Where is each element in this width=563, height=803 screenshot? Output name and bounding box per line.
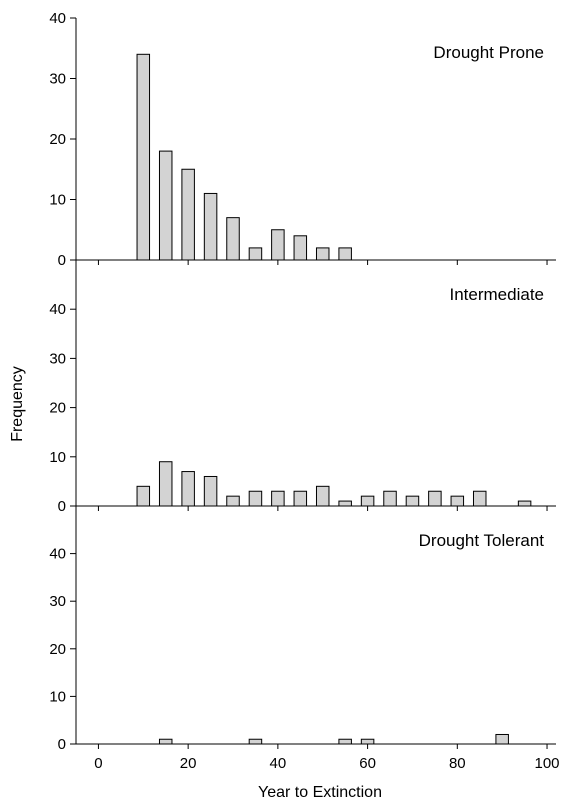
histogram-bar [248,738,263,745]
histogram-bar [158,461,173,507]
histogram-bar [338,738,352,745]
y-tick-label: 10 [49,192,66,209]
histogram-bar [338,500,352,507]
y-tick-label: 0 [58,498,66,515]
x-tick-label: 100 [535,755,560,772]
histogram-bar [472,490,487,507]
histogram-bar [405,495,420,507]
histogram-bar [181,168,195,261]
histogram-bar [315,485,330,507]
histogram-bar [136,485,151,507]
histogram-bar [293,490,308,507]
histogram-bar [338,247,352,261]
y-tick-label: 20 [49,641,66,658]
panel-label: Drought Tolerant [419,531,545,550]
histogram-bar [136,53,151,261]
panel-label: Intermediate [450,285,545,304]
histogram-bar [158,738,173,745]
y-tick-label: 20 [49,131,66,148]
histogram-bar [271,229,285,261]
y-tick-label: 0 [58,736,66,753]
histogram-bar [248,247,263,261]
histogram-bar [495,733,509,745]
x-tick-label: 60 [359,755,376,772]
histogram-bar [226,495,240,507]
x-tick-label: 20 [180,755,197,772]
histogram-bar [517,500,532,507]
y-tick-label: 10 [49,449,66,466]
y-tick-label: 40 [49,301,66,318]
histogram-bar [360,495,375,507]
histogram-bar [248,490,263,507]
histogram-bar [181,471,195,507]
y-tick-label: 10 [49,688,66,705]
y-tick-label: 0 [58,252,66,269]
y-axis-title: Frequency [9,366,26,442]
y-tick-label: 30 [49,593,66,610]
histogram-bar [428,490,442,507]
y-tick-label: 20 [49,400,66,417]
histogram-bar [383,490,397,507]
y-tick-label: 30 [49,350,66,367]
x-axis-title: Year to Extinction [258,784,382,801]
histogram-bar [315,247,330,261]
y-tick-label: 30 [49,71,66,88]
x-tick-label: 40 [270,755,287,772]
histogram-bar [158,150,173,261]
histogram-bar [203,192,218,261]
histogram-bar [360,738,375,745]
x-tick-label: 0 [94,755,102,772]
panel-label: Drought Prone [433,43,544,62]
x-tick-label: 80 [449,755,466,772]
y-tick-label: 40 [49,10,66,27]
histogram-bar [450,495,465,507]
histogram-bar [293,235,308,261]
histogram-bar [226,217,240,261]
histogram-bar [203,475,218,507]
histogram-bar [271,490,285,507]
y-tick-label: 40 [49,546,66,563]
